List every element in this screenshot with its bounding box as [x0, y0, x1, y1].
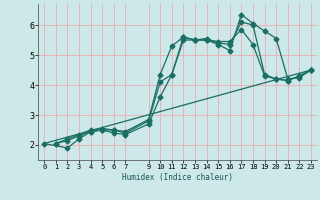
X-axis label: Humidex (Indice chaleur): Humidex (Indice chaleur) [122, 173, 233, 182]
